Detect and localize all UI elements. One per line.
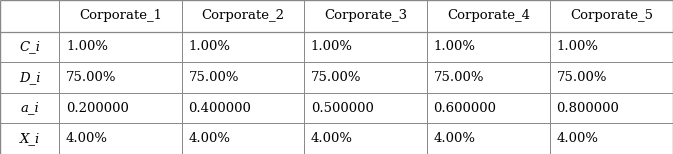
Text: Corporate_3: Corporate_3	[324, 9, 407, 22]
Text: 75.00%: 75.00%	[66, 71, 116, 84]
Text: 75.00%: 75.00%	[188, 71, 239, 84]
Text: 75.00%: 75.00%	[433, 71, 484, 84]
Text: Corporate_2: Corporate_2	[201, 9, 285, 22]
Text: D_i: D_i	[19, 71, 40, 84]
Text: Corporate_5: Corporate_5	[570, 9, 653, 22]
Text: 4.00%: 4.00%	[311, 132, 353, 145]
Text: 75.00%: 75.00%	[311, 71, 361, 84]
Text: 0.800000: 0.800000	[557, 102, 619, 115]
Text: 1.00%: 1.00%	[311, 40, 353, 53]
Text: Corporate_4: Corporate_4	[447, 9, 530, 22]
Text: a_i: a_i	[20, 102, 39, 115]
Text: 0.500000: 0.500000	[311, 102, 374, 115]
Text: 0.400000: 0.400000	[188, 102, 251, 115]
Text: 4.00%: 4.00%	[433, 132, 475, 145]
Text: 4.00%: 4.00%	[557, 132, 598, 145]
Text: X_i: X_i	[20, 132, 40, 145]
Text: 0.200000: 0.200000	[66, 102, 129, 115]
Text: 1.00%: 1.00%	[188, 40, 230, 53]
Text: 1.00%: 1.00%	[557, 40, 598, 53]
Text: 1.00%: 1.00%	[66, 40, 108, 53]
Text: 75.00%: 75.00%	[557, 71, 607, 84]
Text: 4.00%: 4.00%	[188, 132, 230, 145]
Text: 1.00%: 1.00%	[433, 40, 475, 53]
Text: Corporate_1: Corporate_1	[79, 9, 162, 22]
Text: C_i: C_i	[19, 40, 40, 53]
Text: 0.600000: 0.600000	[433, 102, 497, 115]
Text: 4.00%: 4.00%	[66, 132, 108, 145]
